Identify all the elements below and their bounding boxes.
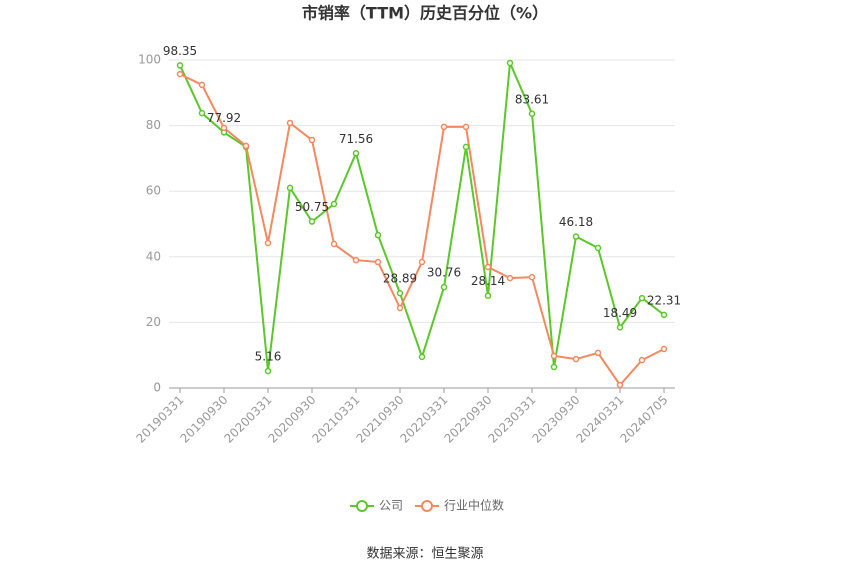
y-tick-label: 100 [138, 53, 161, 67]
series-line [179, 73, 665, 387]
data-point [198, 109, 206, 117]
data-point [242, 142, 250, 150]
data-point [440, 123, 448, 131]
data-point [418, 258, 426, 266]
source-note: 数据来源：恒生聚源 [366, 547, 483, 562]
data-point [418, 353, 426, 361]
data-point [506, 59, 514, 67]
y-tick-label: 40 [146, 249, 161, 263]
data-point [462, 143, 470, 151]
data-point [594, 244, 602, 252]
y-tick-label: 80 [146, 118, 161, 132]
data-point [374, 231, 382, 239]
data-point [330, 200, 338, 208]
data-point [572, 355, 580, 363]
x-tick-label: 20240705 [618, 393, 671, 446]
data-point [176, 70, 184, 78]
data-point [550, 352, 558, 360]
data-point [352, 150, 360, 157]
data-point [198, 81, 206, 89]
data-label: 18.49 [603, 306, 637, 320]
y-tick-label: 0 [153, 381, 161, 395]
legend-label: 公司 [379, 499, 403, 513]
data-point [572, 233, 580, 240]
data-point [506, 274, 514, 282]
data-point [528, 273, 536, 281]
y-tick-label: 20 [146, 315, 161, 329]
legend-marker [356, 500, 368, 512]
data-point [352, 256, 360, 264]
data-point [616, 381, 624, 389]
data-point [638, 294, 646, 302]
data-point [330, 240, 338, 248]
chart-title: 市销率（TTM）历史百分位（%） [302, 4, 548, 23]
data-point [220, 124, 228, 132]
data-label: 71.56 [339, 132, 373, 146]
data-point [396, 289, 404, 297]
legend-marker [421, 500, 433, 512]
data-point [264, 367, 272, 375]
data-label: 50.75 [295, 200, 329, 214]
data-point [616, 324, 624, 331]
data-point [484, 292, 492, 299]
data-label: 22.31 [647, 293, 681, 307]
data-label: 30.76 [427, 266, 461, 280]
data-point [374, 258, 382, 266]
data-point [638, 356, 646, 364]
data-point [396, 304, 404, 312]
y-tick-label: 60 [146, 184, 161, 198]
data-point [660, 345, 668, 353]
data-point [462, 123, 470, 131]
data-point [308, 218, 316, 225]
data-point [308, 136, 316, 144]
data-point [440, 283, 448, 291]
data-point [594, 349, 602, 357]
data-label: 5.16 [255, 350, 282, 364]
data-label: 46.18 [559, 215, 593, 229]
data-point [264, 239, 272, 247]
data-label: 83.61 [515, 92, 549, 106]
data-point [286, 119, 294, 127]
data-point [528, 110, 536, 118]
data-point [484, 263, 492, 271]
data-label: 77.92 [207, 111, 241, 125]
data-point [176, 62, 184, 69]
legend-label: 行业中位数 [444, 498, 504, 513]
data-label: 28.14 [471, 274, 505, 288]
data-label: 28.89 [383, 272, 417, 286]
data-point [550, 363, 558, 371]
data-point [660, 311, 668, 319]
data-point [286, 184, 294, 192]
data-label: 98.35 [163, 44, 197, 58]
